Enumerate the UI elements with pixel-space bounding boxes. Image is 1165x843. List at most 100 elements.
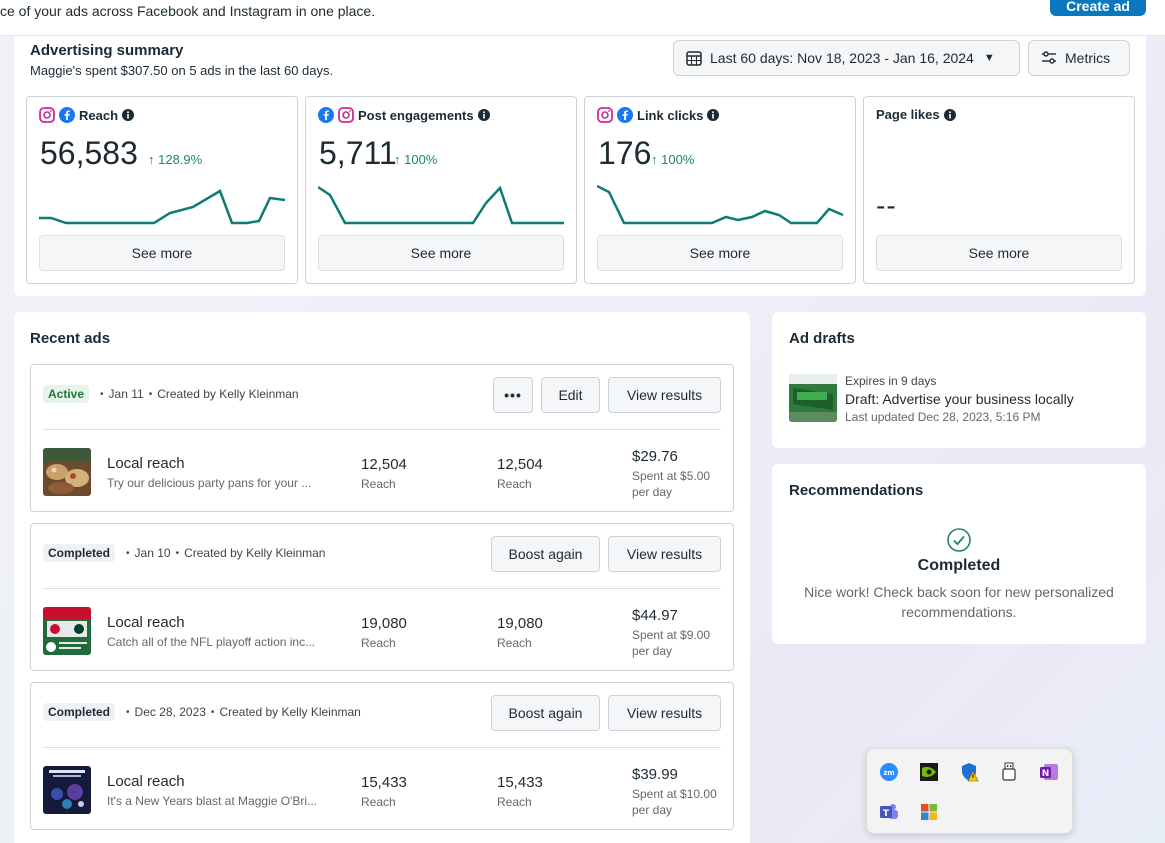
ad-name[interactable]: Local reach — [107, 455, 185, 472]
ad-date: Jan 11 — [108, 387, 144, 401]
sliders-icon — [1042, 51, 1056, 64]
see-more-button[interactable]: See more — [597, 235, 843, 271]
card-label: Page likes — [876, 107, 940, 122]
card-change: ↑ 128.9% — [148, 152, 203, 167]
reach-label: Reach — [497, 477, 532, 491]
defender-icon[interactable] — [959, 762, 979, 782]
metrics-label: Metrics — [1065, 50, 1111, 66]
ad-card: Completed • Jan 10 • Created by Kelly Kl… — [30, 523, 734, 671]
ad-thumbnail-nfl[interactable] — [43, 607, 91, 655]
view-results-button[interactable]: View results — [608, 377, 721, 413]
divider — [43, 747, 721, 748]
reach-value: 15,433 — [497, 774, 543, 791]
card-change: ↑ 100% — [394, 152, 438, 167]
info-icon[interactable] — [122, 109, 135, 121]
facebook-icon — [318, 107, 334, 123]
info-icon[interactable] — [477, 109, 490, 121]
calendar-icon — [686, 51, 702, 66]
recommendations-panel: Recommendations Completed Nice work! Che… — [772, 464, 1146, 644]
see-more-button[interactable]: See more — [39, 235, 285, 271]
ad-drafts-title: Ad drafts — [789, 330, 855, 347]
amount-spent: $44.97 — [632, 607, 678, 624]
see-more-button[interactable]: See more — [876, 235, 1122, 271]
boost-again-button[interactable]: Boost again — [491, 695, 600, 731]
reach-value: 15,433 — [361, 774, 407, 791]
caret-down-icon: ▼ — [983, 52, 995, 64]
instagram-icon — [338, 107, 354, 123]
create-ad-button[interactable]: Create ad — [1050, 0, 1146, 16]
card-label: Post engagements — [358, 107, 474, 123]
spend-rate: Spent at $9.00 per day — [632, 628, 711, 658]
summary-title: Advertising summary — [30, 42, 184, 59]
spend-rate: Spent at $10.00 per day — [632, 787, 717, 817]
svg-text:T: T — [883, 809, 890, 819]
instagram-icon — [597, 107, 613, 123]
page-description: ce of your ads across Facebook and Insta… — [0, 3, 376, 19]
recommendations-title: Recommendations — [789, 482, 924, 499]
ad-date: Dec 28, 2023 — [134, 705, 206, 719]
date-range-dropdown[interactable]: Last 60 days: Nov 18, 2023 - Jan 16, 202… — [673, 40, 1020, 76]
top-bar: ce of your ads across Facebook and Insta… — [0, 0, 1165, 36]
ad-description: Catch all of the NFL playoff action inc.… — [107, 635, 316, 649]
info-icon[interactable] — [943, 108, 956, 121]
windows-app-icon[interactable] — [919, 802, 939, 822]
ad-creator: Created by Kelly Kleinman — [219, 705, 361, 719]
card-change: ↑ 100% — [651, 152, 695, 167]
advertising-summary-panel: Advertising summary Maggie's spent $307.… — [14, 36, 1146, 296]
ad-thumbnail-new-years[interactable] — [43, 766, 91, 814]
recent-ads-title: Recent ads — [30, 330, 111, 347]
divider — [43, 429, 721, 430]
nvidia-icon[interactable] — [919, 762, 939, 782]
card-value: -- — [876, 190, 897, 221]
spend-rate: Spent at $5.00 per day — [632, 469, 711, 499]
draft-thumbnail[interactable] — [789, 374, 837, 422]
page-likes-card: Page likes -- See more — [863, 96, 1135, 284]
view-results-button[interactable]: View results — [608, 536, 721, 572]
card-value: 176 — [598, 135, 652, 171]
svg-text:N: N — [1042, 769, 1050, 779]
view-results-button[interactable]: View results — [608, 695, 721, 731]
status-badge: Completed — [43, 544, 116, 562]
summary-subtitle: Maggie's spent $307.50 on 5 ads in the l… — [30, 63, 334, 78]
reach-sparkline — [39, 189, 286, 225]
usb-icon[interactable] — [999, 762, 1019, 782]
teams-icon[interactable]: T — [879, 802, 899, 822]
recommendations-message: Nice work! Check back soon for new perso… — [804, 584, 1114, 620]
more-options-button[interactable]: ••• — [493, 377, 533, 413]
ad-card: Completed • Dec 28, 2023 • Created by Ke… — [30, 682, 734, 830]
card-value: 56,583 — [40, 135, 138, 171]
card-value: 5,711 — [319, 135, 397, 171]
metrics-button[interactable]: Metrics — [1028, 40, 1130, 76]
ad-creator: Created by Kelly Kleinman — [184, 546, 326, 560]
ad-name[interactable]: Local reach — [107, 773, 185, 790]
post-engagements-card: Post engagements 5,711 ↑ 100% See more — [305, 96, 577, 284]
card-label: Reach — [79, 107, 119, 123]
draft-name[interactable]: Draft: Advertise your business locally — [845, 391, 1074, 407]
recommendations-status: Completed — [917, 557, 1001, 574]
system-tray-overflow: zm N T — [866, 748, 1073, 834]
ad-creator: Created by Kelly Kleinman — [157, 387, 299, 401]
onenote-icon[interactable]: N — [1039, 762, 1059, 782]
ad-description: Try our delicious party pans for your ..… — [107, 476, 312, 490]
reach-label: Reach — [497, 795, 532, 809]
ad-thumbnail-food[interactable] — [43, 448, 91, 496]
reach-value: 12,504 — [361, 456, 407, 473]
reach-label: Reach — [361, 795, 396, 809]
see-more-button[interactable]: See more — [318, 235, 564, 271]
ad-name[interactable]: Local reach — [107, 614, 185, 631]
reach-card: Reach 56,583 ↑ 128.9% See more — [26, 96, 298, 284]
ad-description: It's a New Years blast at Maggie O'Bri..… — [107, 794, 318, 808]
draft-expiry: Expires in 9 days — [845, 374, 937, 388]
edit-button[interactable]: Edit — [541, 377, 600, 413]
status-badge: Completed — [43, 703, 116, 721]
info-icon[interactable] — [707, 109, 720, 121]
link-clicks-card: Link clicks 176 ↑ 100% See more — [584, 96, 856, 284]
reach-value: 19,080 — [497, 615, 543, 632]
divider — [43, 588, 721, 589]
reach-value: 12,504 — [497, 456, 543, 473]
zoom-icon[interactable]: zm — [879, 762, 899, 782]
instagram-icon — [39, 107, 55, 123]
boost-again-button[interactable]: Boost again — [491, 536, 600, 572]
card-label: Link clicks — [637, 107, 704, 123]
ad-drafts-panel: Ad drafts Expires in 9 days Draft: Adver… — [772, 312, 1146, 448]
